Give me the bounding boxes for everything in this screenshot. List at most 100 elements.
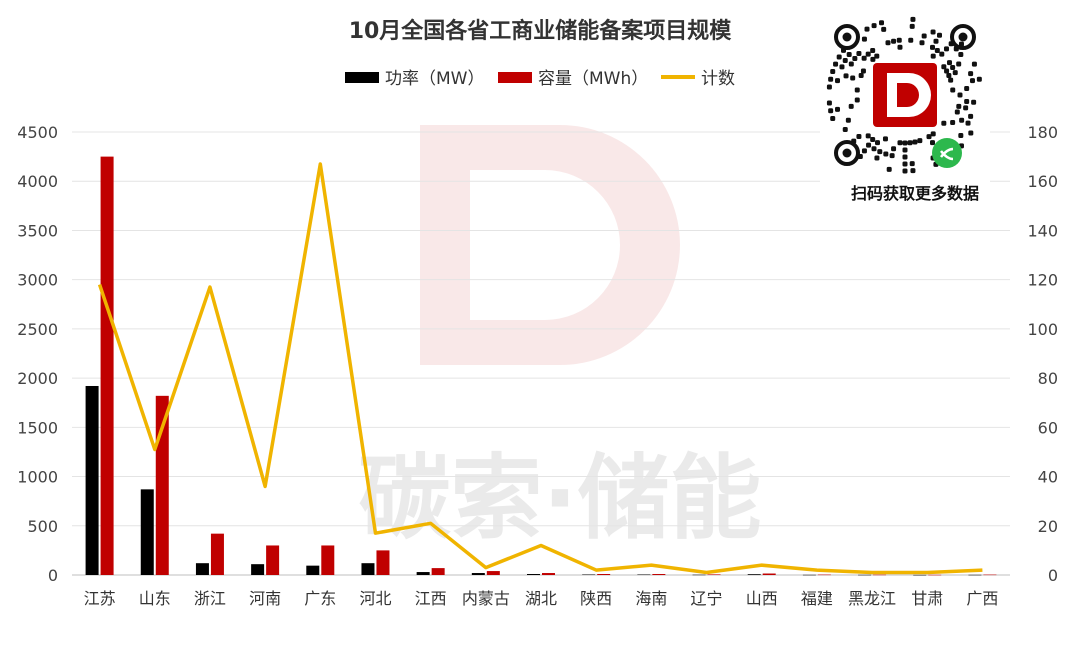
- qr-dot: [852, 56, 858, 62]
- qr-dot: [833, 61, 839, 67]
- qr-dot: [860, 68, 866, 74]
- qr-dot: [954, 109, 960, 115]
- count-line: [97, 162, 983, 575]
- bar: [983, 574, 997, 576]
- qr-dot: [885, 40, 891, 46]
- qr-dot: [891, 38, 897, 44]
- bar: [140, 489, 154, 575]
- qr-finder-center: [842, 32, 852, 42]
- qr-dot: [965, 120, 971, 126]
- qr-dot: [854, 87, 860, 93]
- x-tick-label: 福建: [801, 589, 833, 608]
- qr-dot: [976, 76, 982, 82]
- x-tick-label: 河南: [249, 589, 281, 608]
- bar: [527, 574, 540, 575]
- qr-dot: [897, 140, 903, 146]
- qr-dot: [835, 78, 841, 84]
- qr-dot: [958, 51, 964, 57]
- x-tick-label: 山西: [746, 589, 778, 608]
- qr-dot: [856, 51, 862, 57]
- qr-dot: [826, 100, 832, 106]
- qr-dot: [950, 65, 956, 70]
- qr-dot: [946, 72, 952, 78]
- qr-dot: [956, 61, 962, 67]
- qr-dot: [836, 54, 842, 60]
- y-right-tick-label: 160: [1027, 172, 1058, 191]
- qr-dot: [870, 56, 876, 62]
- qr-code[interactable]: [820, 14, 990, 184]
- y-left-tick-label: 2000: [17, 369, 58, 388]
- y-right-tick-label: 80: [1038, 369, 1058, 388]
- qr-dot: [968, 113, 974, 119]
- bar: [858, 574, 872, 576]
- qr-dot: [964, 86, 970, 92]
- x-tick-label: 江苏: [84, 589, 116, 608]
- x-tick-label: 辽宁: [691, 589, 723, 608]
- qr-dot: [883, 151, 889, 157]
- y-left-tick-label: 500: [27, 517, 58, 536]
- bar: [762, 573, 776, 575]
- qr-dot: [934, 48, 940, 54]
- x-tick-label: 广东: [304, 589, 336, 608]
- qr-finder: [834, 140, 860, 166]
- legend-label: 功率（MW）: [385, 69, 484, 89]
- legend-swatch: [345, 72, 379, 83]
- qr-dot: [950, 87, 956, 93]
- qr-dot: [891, 146, 897, 152]
- watermark-text: 碳索·储能: [359, 445, 762, 552]
- qr-dot: [830, 115, 836, 121]
- qr-dot: [902, 161, 908, 167]
- bar: [928, 574, 942, 576]
- qr-dot: [937, 32, 942, 38]
- bar: [597, 574, 611, 575]
- qr-dot: [930, 131, 936, 137]
- watermark-logo: [420, 125, 680, 365]
- qr-dot: [850, 75, 856, 81]
- bar: [471, 573, 485, 575]
- qr-dot: [902, 168, 908, 174]
- bar: [692, 574, 706, 576]
- qr-finder-center: [958, 32, 968, 42]
- qr-dot: [881, 26, 887, 32]
- qr-dot: [856, 133, 862, 139]
- bar: [251, 564, 265, 575]
- qr-dot: [902, 154, 908, 160]
- qr-dot: [826, 84, 832, 90]
- qr-dot: [958, 41, 964, 47]
- x-tick-label: 山东: [139, 589, 171, 608]
- qr-dot: [861, 55, 867, 61]
- legend-label: 计数: [701, 69, 735, 89]
- bar: [376, 550, 390, 575]
- qr-dot: [930, 140, 935, 146]
- qr-dot: [848, 61, 854, 67]
- qr-dot: [912, 139, 918, 145]
- qr-dot: [864, 26, 870, 32]
- y-right-tick-label: 100: [1027, 320, 1058, 339]
- qr-dot: [848, 103, 854, 109]
- bar: [486, 571, 500, 575]
- qr-dot: [870, 48, 876, 54]
- y-left-tick-label: 4000: [17, 172, 58, 191]
- qr-dot: [971, 99, 977, 105]
- line-series: [97, 162, 983, 575]
- y-right-tick-label: 60: [1038, 418, 1058, 437]
- bar: [195, 563, 209, 575]
- bar: [361, 563, 375, 575]
- qr-dot: [950, 120, 956, 125]
- qr-dot: [969, 78, 975, 84]
- qr-dot: [839, 64, 845, 70]
- qr-dot: [968, 71, 974, 77]
- y-left-tick-label: 1500: [17, 418, 58, 437]
- qr-dot: [908, 37, 914, 43]
- y-right-tick-label: 180: [1027, 123, 1058, 142]
- mini-program-icon: [932, 138, 962, 168]
- qr-dot: [909, 161, 915, 167]
- qr-dot: [871, 146, 877, 152]
- x-tick-label: 湖北: [525, 589, 557, 608]
- qr-dot: [846, 51, 852, 57]
- qr-dot: [882, 136, 888, 142]
- qr-dot: [858, 72, 864, 78]
- qr-dot: [941, 64, 947, 70]
- qr-dot: [835, 106, 841, 112]
- qr-dot: [939, 51, 945, 57]
